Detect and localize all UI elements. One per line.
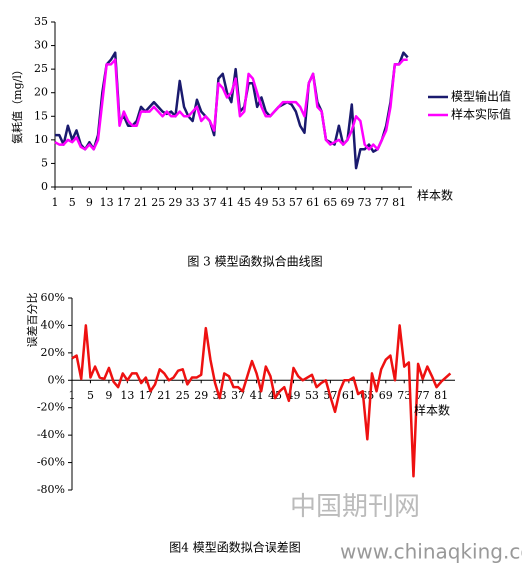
x-tick-label: 81 (392, 196, 406, 209)
x-tick-label: 45 (237, 196, 251, 209)
y-tick-label: 20% (41, 346, 65, 359)
x-tick-label: 25 (151, 196, 165, 209)
y-tick-label: 15 (34, 109, 48, 122)
x-tick-label: 9 (105, 389, 112, 402)
x-axis-label: 样本数 (417, 188, 453, 203)
x-tick-label: 37 (203, 196, 217, 209)
x-tick-label: 21 (157, 389, 171, 402)
y-tick-label: -20% (37, 401, 65, 414)
watermark-url: www.chinaqking.com (340, 540, 522, 564)
series-line (54, 58, 408, 151)
x-tick-label: 9 (86, 196, 93, 209)
x-tick-label: 29 (194, 389, 208, 402)
x-tick-label: 1 (52, 196, 59, 209)
legend-label: 模型输出值 (451, 89, 511, 104)
y-tick-label: 0 (41, 180, 48, 193)
y-axis-label: 氨耗值（mg/l） (11, 64, 24, 144)
x-tick-label: 41 (220, 196, 234, 209)
x-tick-label: 73 (358, 196, 372, 209)
y-tick-label: -80% (37, 483, 65, 496)
series-line (71, 324, 452, 478)
watermark: 中国期刊网 (290, 492, 420, 522)
x-tick-label: 13 (100, 196, 114, 209)
y-tick-label: 35 (34, 15, 48, 28)
y-tick-label: 0% (48, 373, 65, 386)
x-tick-label: 53 (305, 389, 319, 402)
series-line (55, 51, 409, 170)
y-tick-label: 40% (41, 318, 65, 331)
y-tick-label: 60% (41, 291, 65, 304)
y-tick-label: 25 (34, 62, 48, 75)
x-tick-label: 65 (323, 196, 337, 209)
x-tick-label: 77 (416, 389, 430, 402)
x-tick-label: 53 (272, 196, 286, 209)
y-tick-label: 10 (34, 133, 48, 146)
x-tick-label: 5 (69, 196, 76, 209)
x-tick-label: 41 (250, 389, 264, 402)
caption: 图 3 模型函数拟合曲线图 (187, 254, 322, 269)
x-tick-label: 5 (87, 389, 94, 402)
x-tick-label: 17 (139, 389, 153, 402)
x-tick-label: 61 (306, 196, 320, 209)
x-axis-label: 样本数 (414, 403, 450, 418)
x-tick-label: 69 (379, 389, 393, 402)
y-tick-label: 30 (34, 39, 48, 52)
y-tick-label: -40% (37, 428, 65, 441)
x-tick-label: 57 (289, 196, 303, 209)
y-tick-label: -60% (37, 456, 65, 469)
x-tick-label: 29 (168, 196, 182, 209)
x-tick-label: 37 (231, 389, 245, 402)
x-tick-label: 33 (186, 196, 200, 209)
caption: 图4 模型函数拟合误差图 (169, 540, 300, 555)
x-tick-label: 77 (375, 196, 389, 209)
x-tick-label: 13 (120, 389, 134, 402)
y-tick-label: 5 (41, 156, 48, 169)
x-tick-label: 81 (434, 389, 448, 402)
x-tick-label: 17 (117, 196, 131, 209)
legend-label: 样本实际值 (451, 107, 511, 122)
x-tick-label: 61 (342, 389, 356, 402)
y-axis-label: 误差百分比 (25, 293, 39, 348)
x-tick-label: 21 (134, 196, 148, 209)
x-tick-label: 73 (397, 389, 411, 402)
x-tick-label: 49 (254, 196, 268, 209)
x-tick-label: 25 (176, 389, 190, 402)
x-tick-label: 69 (340, 196, 354, 209)
x-tick-label: 1 (69, 389, 76, 402)
y-tick-label: 20 (34, 86, 48, 99)
